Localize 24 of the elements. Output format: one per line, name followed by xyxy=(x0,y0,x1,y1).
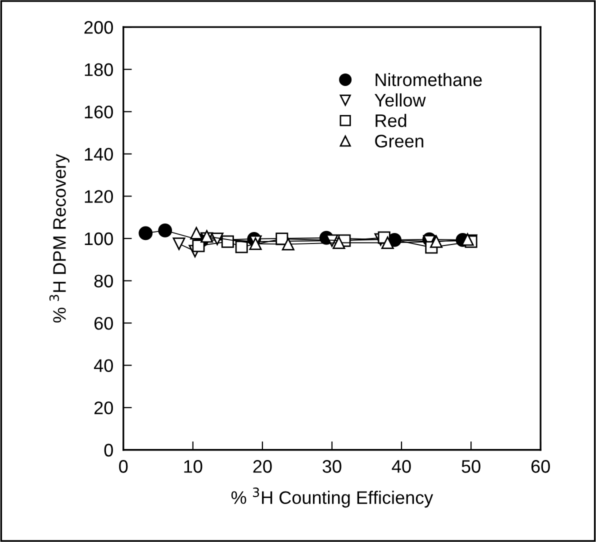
y-tick-label: 140 xyxy=(84,148,113,161)
x-tick-label: 30 xyxy=(322,460,342,473)
legend-label: Red xyxy=(376,114,406,128)
y-tick-label: 60 xyxy=(94,316,113,330)
y-axis-title: % $^{3}$H DPM Recovery xyxy=(49,154,70,323)
legend-label: Nitromethane xyxy=(376,72,482,86)
y-tick-label: 200 xyxy=(84,21,113,34)
y-tick-label: 100 xyxy=(84,232,113,246)
y-tick-label: 40 xyxy=(94,359,113,372)
x-tick-label: 60 xyxy=(531,460,550,473)
y-tick-label: 0 xyxy=(104,444,113,457)
y-tick-label: 80 xyxy=(94,274,113,288)
legend-label: Yellow xyxy=(374,93,426,107)
x-tick-label: 50 xyxy=(462,460,480,473)
y-tick-label: 160 xyxy=(84,106,113,118)
y-tick-label: 120 xyxy=(84,190,113,203)
x-axis-title: % $^{3}$H Counting Efficiency xyxy=(231,488,434,508)
y-tick-label: 180 xyxy=(84,63,113,76)
y-tick-label: 20 xyxy=(94,402,113,414)
x-tick-label: 40 xyxy=(392,460,411,473)
x-tick-label: 10 xyxy=(184,460,202,473)
x-tick-label: 20 xyxy=(253,460,272,473)
x-tick-label: 0 xyxy=(119,460,128,473)
legend-label: Green xyxy=(375,134,424,148)
